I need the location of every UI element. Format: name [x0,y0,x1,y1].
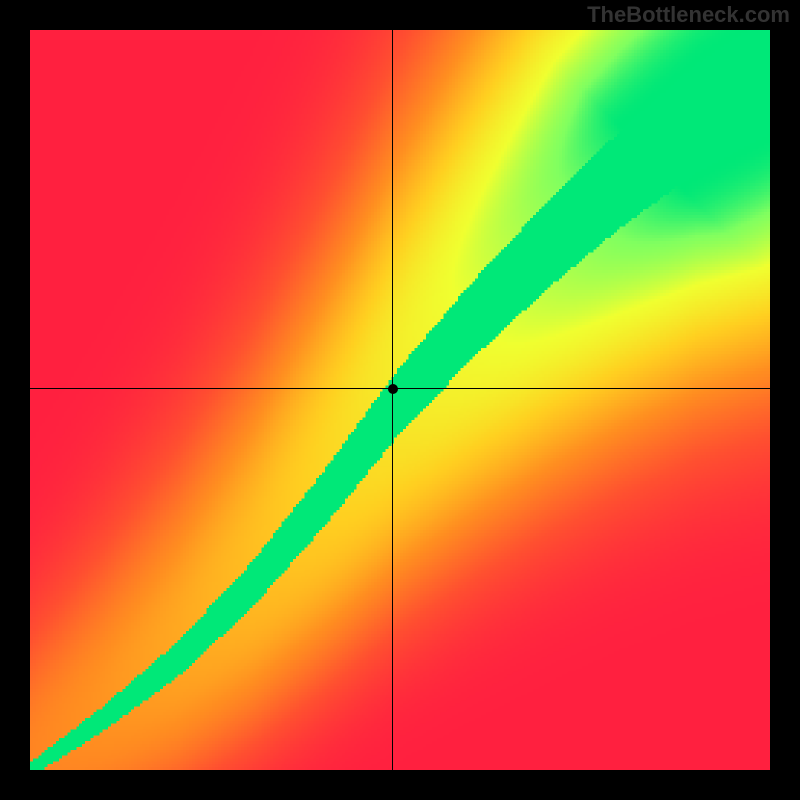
heatmap-plot [0,0,800,800]
crosshair-vertical [392,30,393,770]
watermark-text: TheBottleneck.com [587,2,790,28]
heatmap-canvas [30,30,770,770]
plot-marker [388,384,398,394]
crosshair-horizontal [30,388,770,389]
